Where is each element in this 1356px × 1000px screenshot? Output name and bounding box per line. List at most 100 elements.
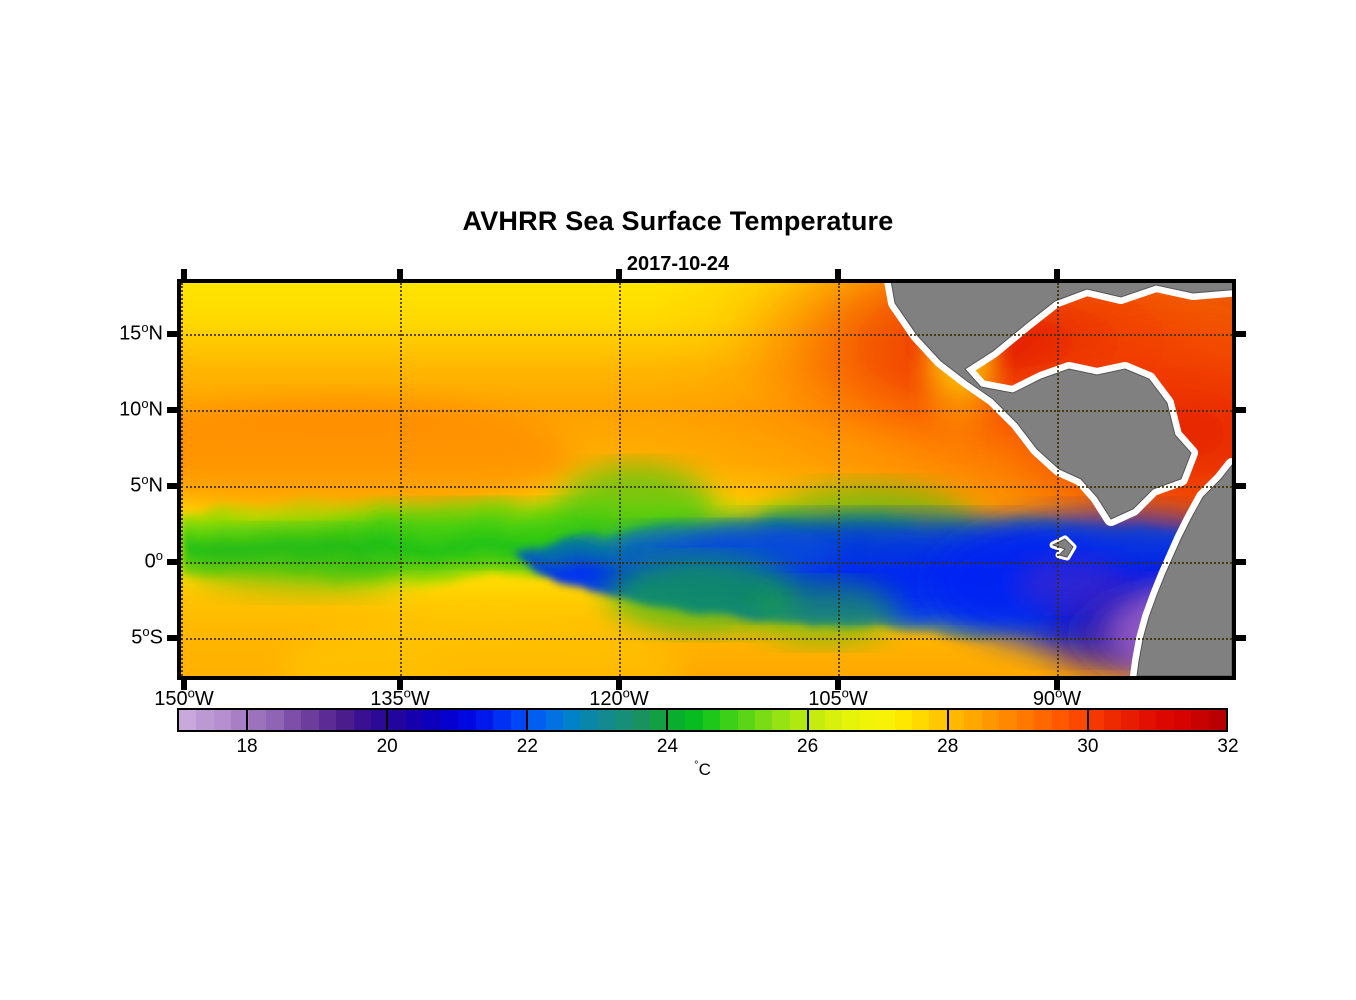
xtick-120w-top: [616, 269, 622, 283]
colorbar-swatch-42: [912, 710, 930, 730]
colorbar-gradient: [177, 708, 1228, 732]
gridline-lat-0: [181, 562, 1232, 564]
colorbar-swatch-25: [615, 710, 633, 730]
colorbar-swatch-24: [597, 710, 616, 730]
gridline-lon-135w: [400, 283, 402, 676]
ytick-0-right: [1232, 559, 1246, 565]
ytick-label-10n: 10oN: [119, 395, 163, 421]
colorbar-tick-label-28: 28: [937, 736, 959, 757]
colorbar-tick-28: [946, 710, 949, 730]
xtick-135w-bottom: [397, 676, 403, 690]
colorbar-swatch-36: [807, 710, 825, 730]
map-canvas: [181, 283, 1232, 676]
ytick-10n-right: [1232, 407, 1246, 413]
colorbar-tick-30: [1086, 710, 1089, 730]
colorbar-tick-20: [386, 710, 389, 730]
gridline-lon-105w: [838, 283, 840, 676]
colorbar-swatch-23: [580, 710, 598, 730]
colorbar-swatch-43: [929, 710, 947, 730]
colorbar-swatch-11: [370, 710, 389, 730]
colorbar-swatch-41: [894, 710, 913, 730]
colorbar-swatch-59: [1208, 710, 1227, 730]
ytick-label-0: 0o: [144, 547, 163, 573]
colorbar-swatch-39: [859, 710, 878, 730]
colorbar-swatch-30: [702, 710, 721, 730]
colorbar-swatch-3: [231, 710, 249, 730]
colorbar-tick-24: [666, 710, 669, 730]
sst-field: [181, 283, 1232, 676]
gridline-lat-15n: [181, 334, 1232, 336]
xtick-label-150w: 150oW: [154, 685, 214, 710]
colorbar-swatch-57: [1173, 710, 1192, 730]
colorbar-swatch-27: [650, 710, 668, 730]
ytick-5n-right: [1232, 483, 1246, 489]
colorbar-swatch-48: [1016, 710, 1035, 730]
colorbar-tick-22: [526, 710, 529, 730]
colorbar-swatch-20: [528, 710, 546, 730]
ytick-10n-left: [167, 407, 181, 413]
xtick-90w-bottom: [1054, 676, 1060, 690]
xtick-90w-top: [1054, 269, 1060, 283]
ytick-label-5n: 5oN: [130, 471, 163, 497]
colorbar-swatch-16: [458, 710, 476, 730]
colorbar-tick-label-26: 26: [797, 736, 819, 757]
colorbar-swatch-8: [318, 710, 337, 730]
colorbar-swatch-56: [1156, 710, 1174, 730]
colorbar-tick-label-20: 20: [376, 736, 398, 757]
colorbar-swatch-46: [981, 710, 1000, 730]
colorbar-swatch-9: [336, 710, 354, 730]
colorbar-swatch-47: [999, 710, 1017, 730]
colorbar-swatch-17: [475, 710, 494, 730]
ytick-label-5s: 5oS: [131, 623, 163, 649]
colorbar-swatch-33: [754, 710, 773, 730]
colorbar-tick-32: [1226, 710, 1228, 730]
ytick-0-left: [167, 559, 181, 565]
colorbar-swatch-44: [946, 710, 965, 730]
colorbar-swatch-4: [248, 710, 267, 730]
xtick-120w-bottom: [616, 676, 622, 690]
colorbar-swatch-10: [353, 710, 371, 730]
colorbar-swatch-7: [301, 710, 319, 730]
colorbar-swatch-54: [1121, 710, 1139, 730]
gridline-lon-120w: [619, 283, 621, 676]
xtick-label-135w: 135oW: [370, 685, 430, 710]
colorbar-tick-label-24: 24: [656, 736, 679, 757]
chart-subtitle: 2017-10-24: [626, 253, 730, 275]
colorbar-swatch-1: [196, 710, 214, 730]
xtick-135w-top: [397, 269, 403, 283]
ytick-5s-right: [1232, 635, 1246, 641]
colorbar-swatch-18: [493, 710, 511, 730]
colorbar-swatch-50: [1051, 710, 1070, 730]
colorbar-swatch-58: [1191, 710, 1209, 730]
xtick-label-105w: 105oW: [808, 685, 868, 710]
colorbar-swatch-52: [1086, 710, 1105, 730]
colorbar-swatch-5: [266, 710, 284, 730]
colorbar-tick-label-30: 30: [1077, 736, 1099, 757]
colorbar: 18 20 22 24 26 28 30 32: [177, 708, 1239, 757]
colorbar-swatch-34: [772, 710, 790, 730]
land-masses: [884, 283, 1232, 676]
colorbar-tick-label-18: 18: [236, 736, 258, 757]
map-axes: 15oN 10oN 5oN 0o 5oS 150oW 135oW 120oW 1…: [119, 269, 1246, 710]
gridline-lat-5n: [181, 486, 1232, 488]
xtick-150w-bottom: [181, 676, 187, 690]
colorbar-swatch-21: [545, 710, 563, 730]
xtick-150w-top: [181, 269, 187, 283]
gridline-lon-90w: [1057, 283, 1059, 676]
colorbar-tick-26: [806, 710, 809, 730]
ytick-15n-left: [167, 331, 181, 337]
colorbar-swatch-32: [737, 710, 755, 730]
gridline-lon-150w: [181, 283, 183, 676]
colorbar-tick-18: [246, 710, 249, 730]
gridline-lat-5s: [181, 638, 1232, 640]
colorbar-swatch-37: [824, 710, 843, 730]
colorbar-unit-label: °C: [694, 759, 711, 779]
colorbar-swatch-31: [720, 710, 738, 730]
colorbar-tick-label-22: 22: [516, 736, 538, 757]
gridline-lat-10n: [181, 410, 1232, 412]
colorbar-swatch-51: [1069, 710, 1087, 730]
colorbar-swatch-6: [283, 710, 302, 730]
colorbar-swatch-13: [405, 710, 424, 730]
xtick-105w-top: [835, 269, 841, 283]
